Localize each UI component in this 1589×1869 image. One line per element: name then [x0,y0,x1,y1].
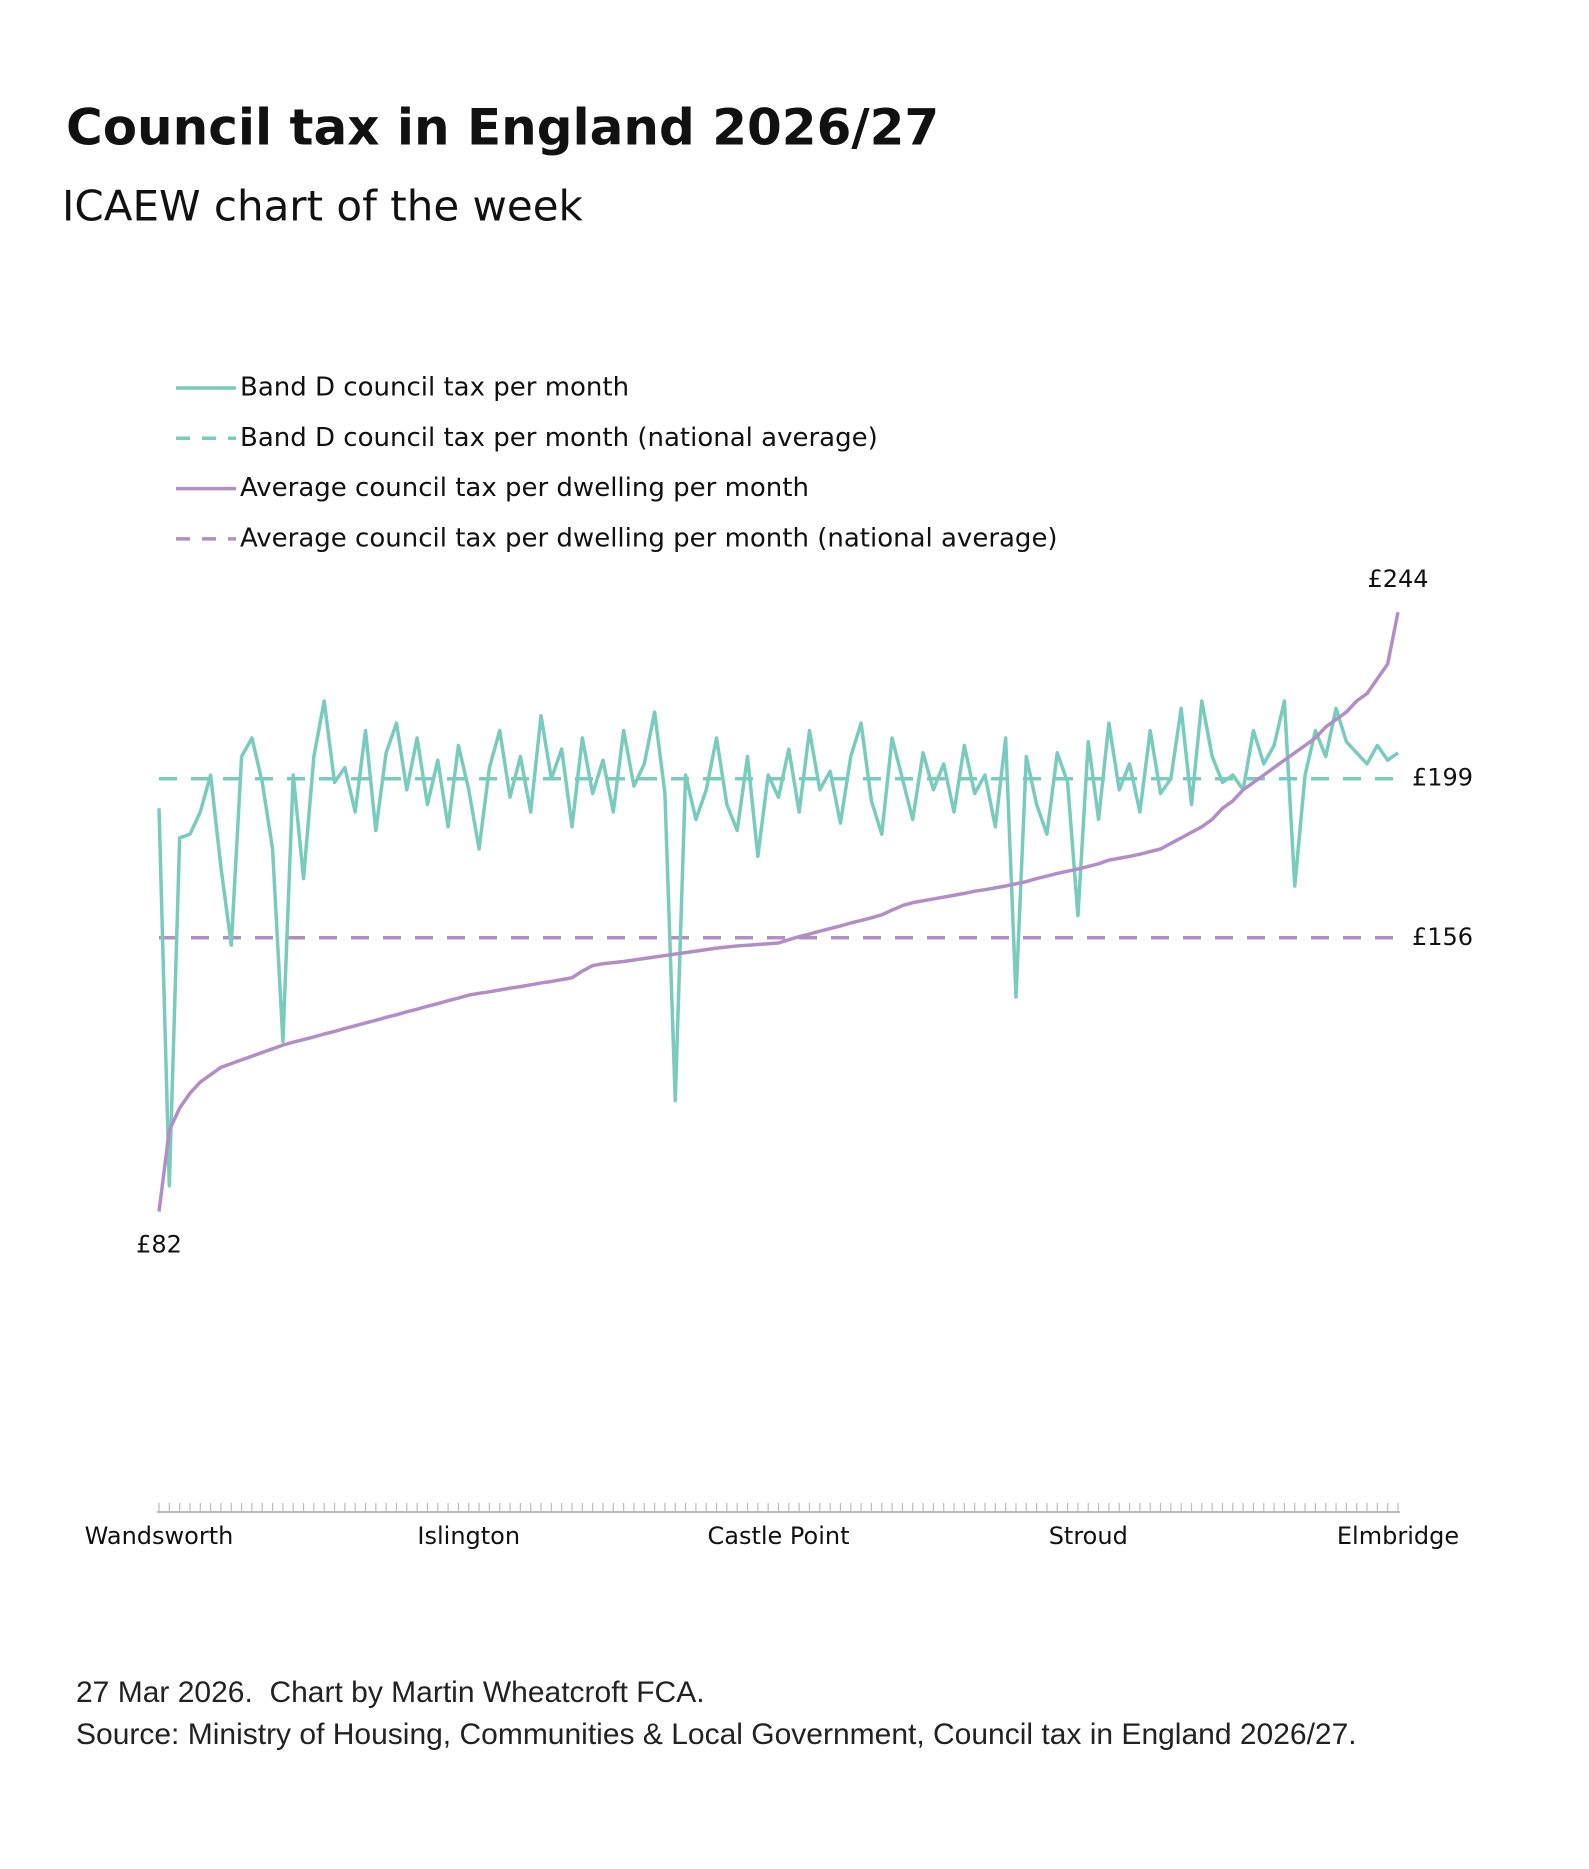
footer: 27 Mar 2026. Chart by Martin Wheatcroft … [76,1672,1516,1756]
chart-title: Council tax in England 2026/27 [66,99,939,157]
x-tick-label: Wandsworth [85,1522,234,1550]
x-tick-label: Islington [417,1522,520,1550]
x-tick-label: Stroud [1049,1522,1128,1550]
source: Source: Ministry of Housing, Communities… [76,1718,1357,1751]
series-line [157,699,1400,1188]
chart: Council tax in England 2026/27 ICAEW cha… [62,99,1473,1551]
credit: 27 Mar 2026. Chart by Martin Wheatcroft … [76,1676,705,1709]
data-label: £244 [1367,565,1428,593]
average-label: £199 [1412,764,1473,792]
legend-label: Band D council tax per month (national a… [240,423,878,453]
data-label: £82 [136,1231,182,1259]
x-tick-label: Elmbridge [1337,1522,1459,1550]
average-label: £156 [1412,923,1473,951]
legend-label: Band D council tax per month [240,373,629,403]
series-line [157,611,1400,1212]
x-tick-label: Castle Point [707,1522,849,1550]
chart-subtitle: ICAEW chart of the week [62,182,584,231]
legend-label: Average council tax per dwelling per mon… [240,473,809,503]
legend-label: Average council tax per dwelling per mon… [240,523,1058,553]
